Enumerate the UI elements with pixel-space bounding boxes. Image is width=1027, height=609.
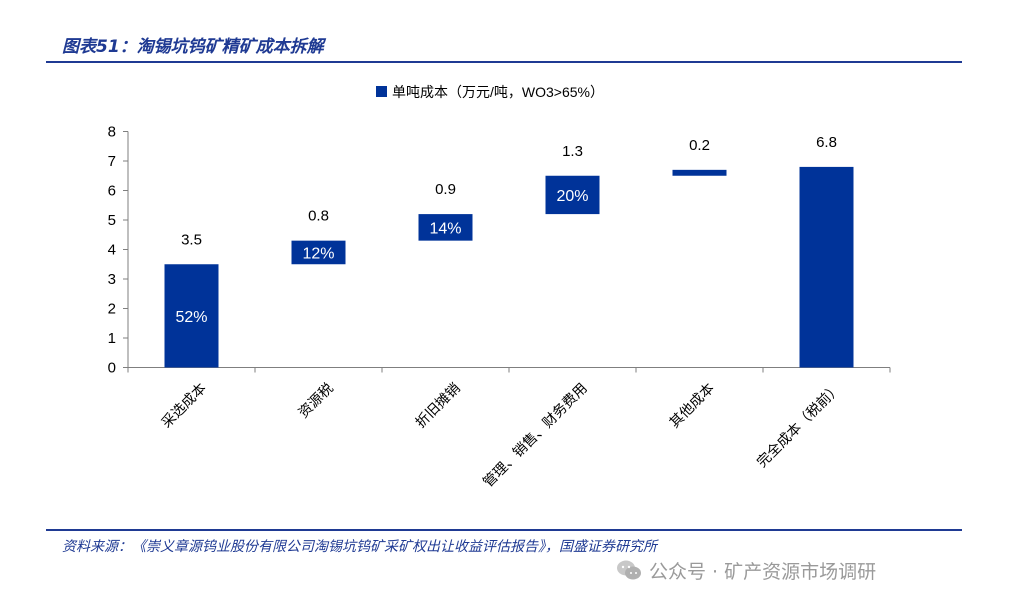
x-tick-label: 采选成本: [158, 380, 209, 431]
y-tick-label: 1: [108, 330, 116, 347]
value-label: 6.8: [816, 134, 837, 151]
value-label: 0.2: [689, 137, 710, 154]
watermark-text: 公众号 · 矿产资源市场调研: [649, 560, 877, 583]
y-tick-label: 5: [108, 212, 116, 229]
source-note: 资料来源：《崇义章源钨业股份有限公司淘锡坑钨矿采矿权出让收益评估报告》，国盛证券…: [62, 539, 657, 555]
watermark: 公众号 · 矿产资源市场调研: [615, 557, 876, 583]
y-tick-label: 2: [108, 301, 116, 318]
share-label: 20%: [556, 188, 588, 205]
value-label: 1.3: [562, 143, 583, 160]
bar: [672, 169, 727, 176]
y-tick-label: 4: [108, 242, 116, 259]
value-label: 0.9: [435, 181, 456, 198]
x-tick-label: 资源税: [295, 380, 336, 421]
bar: [418, 214, 473, 241]
value-label: 0.8: [308, 208, 329, 225]
legend: 单吨成本（万元/吨，WO3>65%）: [376, 84, 604, 100]
y-tick-label: 0: [108, 360, 116, 377]
y-tick-label: 7: [108, 153, 116, 170]
value-label: 3.5: [181, 231, 202, 248]
y-tick-label: 8: [108, 124, 116, 141]
wechat-icon: [617, 560, 641, 580]
y-tick-label: 6: [108, 183, 116, 200]
x-tick-label: 折旧摊销: [412, 380, 463, 431]
share-label: 14%: [429, 220, 461, 237]
y-tick-label: 3: [108, 271, 116, 288]
legend-swatch: [376, 86, 387, 97]
figure-title: 图表51：淘锡坑钨矿精矿成本拆解: [62, 37, 324, 57]
legend-label: 单吨成本（万元/吨，WO3>65%）: [392, 84, 604, 100]
bar: [164, 264, 219, 368]
share-label: 52%: [175, 309, 207, 326]
top-divider: [46, 61, 962, 63]
bar: [799, 166, 854, 368]
bottom-divider: [46, 529, 962, 531]
bar: [545, 175, 600, 215]
bar: [291, 240, 346, 265]
x-tick-label: 其他成本: [666, 380, 717, 431]
share-label: 12%: [302, 245, 334, 262]
x-tick-label: 完全成本（税前）: [753, 380, 844, 471]
x-tick-label: 管理、销售、财务费用: [480, 380, 590, 490]
waterfall-chart: 单吨成本（万元/吨，WO3>65%） 0 1 2 3 4 5 6 7 8 3.5 52% 采选成本 0.8…: [108, 84, 891, 490]
